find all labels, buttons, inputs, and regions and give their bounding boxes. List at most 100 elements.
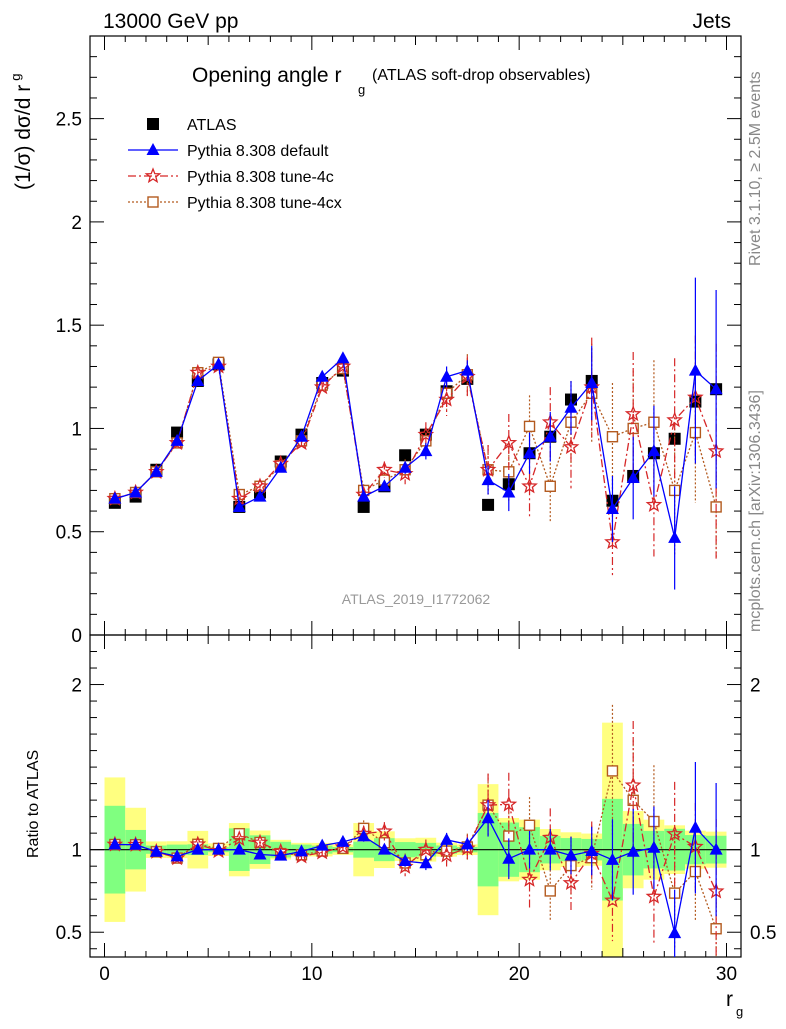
ratio-panel-series xyxy=(106,704,725,957)
ratio-point-pythia-8-308-default xyxy=(585,844,599,857)
ratio-point-pythia-8-308-default xyxy=(688,820,702,833)
ratio-point-pythia-8-308-default xyxy=(191,842,205,855)
ratio-tick-label-left: 0.5 xyxy=(56,923,82,944)
legend-entry-label: ATLAS xyxy=(187,117,237,134)
ratio-tick-label-right: 0.5 xyxy=(750,923,776,944)
ratio-point-pythia-8-308-default xyxy=(605,852,619,865)
data-point-pythia-8-308-default xyxy=(688,363,702,376)
data-point-pythia-8-308-tune-4cx xyxy=(606,431,619,443)
ratio-point-pythia-8-308-default xyxy=(709,842,723,855)
legend-marker xyxy=(144,167,162,184)
x-tick-label: 30 xyxy=(716,964,737,985)
data-point-pythia-8-308-tune-4c xyxy=(666,411,684,428)
data-point-pythia-8-308-default xyxy=(709,382,723,395)
data-point-pythia-8-308-tune-4cx xyxy=(523,420,536,433)
data-point-pythia-8-308-tune-4c xyxy=(334,357,352,374)
ratio-point-pythia-8-308-default xyxy=(440,832,454,845)
data-point-pythia-8-308-tune-4c xyxy=(521,477,538,494)
data-point-pythia-8-308-default xyxy=(481,473,495,486)
ratio-point-pythia-8-308-tune-4c xyxy=(417,840,435,857)
mcplots-label: mcplots.cern.ch [arXiv:1306.3436] xyxy=(747,390,764,632)
data-point-pythia-8-308-default xyxy=(564,400,578,413)
x-axis-label: r xyxy=(726,988,733,1011)
data-point-pythia-8-308-tune-4c xyxy=(562,438,580,455)
ratio-point-pythia-8-308-tune-4c xyxy=(624,776,642,793)
ratio-point-pythia-8-308-default xyxy=(647,840,661,853)
data-point-atlas xyxy=(357,500,370,513)
x-tick-label: 10 xyxy=(301,964,322,985)
data-point-pythia-8-308-default xyxy=(191,373,205,386)
data-point-pythia-8-308-default xyxy=(377,479,391,492)
header-process: 13000 GeV pp xyxy=(103,10,238,33)
x-tick-label: 0 xyxy=(99,964,110,985)
data-point-pythia-8-308-default xyxy=(460,363,474,376)
ratio-point-pythia-8-308-default xyxy=(419,856,433,869)
data-point-pythia-8-308-tune-4c xyxy=(645,496,663,512)
y-axis-label: (1/σ) dσ/d rg xyxy=(8,73,35,190)
data-point-atlas xyxy=(399,449,412,462)
ratio-axis-label: Ratio to ATLAS xyxy=(25,750,42,858)
main-panel-series xyxy=(106,277,725,590)
y-tick-label: 1.5 xyxy=(56,316,82,337)
ratio-point-pythia-8-308-default xyxy=(460,837,474,850)
header-category: Jets xyxy=(692,10,731,33)
data-point-pythia-8-308-default xyxy=(605,502,619,515)
data-point-pythia-8-308-default xyxy=(585,376,599,389)
ratio-tick-label-right: 2 xyxy=(750,676,761,697)
ratio-point-pythia-8-308-default xyxy=(232,842,246,855)
ratio-point-pythia-8-308-default xyxy=(668,926,682,939)
legend-marker xyxy=(147,118,159,130)
ratio-point-pythia-8-308-default xyxy=(149,844,163,857)
legend-entry-label: Pythia 8.308 tune-4cx xyxy=(187,195,342,212)
ratio-point-pythia-8-308-default xyxy=(502,851,516,864)
ratio-axis-ticks: 0 10 20 30 0.5 0.5 1 1 2 2 xyxy=(56,635,776,985)
data-point-pythia-8-308-tune-4c xyxy=(624,405,642,422)
data-point-atlas xyxy=(171,426,184,439)
chart-title: Opening angle r g (ATLAS soft-drop obser… xyxy=(192,64,590,97)
legend-marker xyxy=(146,143,160,155)
analysis-label: ATLAS_2019_I1772062 xyxy=(342,591,491,607)
data-point-pythia-8-308-tune-4cx xyxy=(544,480,556,492)
data-point-pythia-8-308-default xyxy=(149,464,163,477)
data-point-pythia-8-308-default xyxy=(647,444,661,457)
ratio-point-pythia-8-308-default xyxy=(377,842,391,855)
data-point-pythia-8-308-default xyxy=(315,369,329,382)
data-point-pythia-8-308-default xyxy=(398,460,412,473)
chart-title-subscript: g xyxy=(358,82,365,97)
data-point-pythia-8-308-default xyxy=(108,491,122,504)
rivet-version-label: Rivet 3.1.10, ≥ 2.5M events xyxy=(747,71,764,266)
data-point-pythia-8-308-tune-4c xyxy=(604,533,621,550)
data-point-pythia-8-308-default xyxy=(336,351,350,364)
ratio-point-pythia-8-308-tune-4c xyxy=(251,833,269,850)
ratio-point-pythia-8-308-default xyxy=(108,837,122,850)
data-point-pythia-8-308-default xyxy=(626,471,640,484)
ratio-point-pythia-8-308-tune-4c xyxy=(604,891,621,908)
data-point-pythia-8-308-default xyxy=(129,485,143,498)
ratio-point-pythia-8-308-tune-4cx xyxy=(523,819,536,831)
ratio-point-pythia-8-308-tune-4c xyxy=(521,870,538,887)
ratio-point-pythia-8-308-default xyxy=(523,842,537,855)
ratio-plot-frame xyxy=(89,634,742,958)
legend: ATLAS Pythia 8.308 default Pythia 8.308 tu… xyxy=(128,117,342,212)
ratio-point-pythia-8-308-tune-4c xyxy=(500,795,518,812)
ratio-point-pythia-8-308-tune-4cx xyxy=(544,885,556,897)
data-point-pythia-8-308-default xyxy=(543,429,557,442)
ratio-point-pythia-8-308-tune-4c xyxy=(438,846,455,863)
data-point-pythia-8-308-tune-4c xyxy=(376,461,393,477)
data-point-pythia-8-308-default xyxy=(274,460,288,473)
data-point-pythia-8-308-tune-4c xyxy=(168,434,186,451)
ratio-point-pythia-8-308-default xyxy=(398,854,412,867)
legend-entry-label: Pythia 8.308 default xyxy=(187,143,329,160)
data-point-pythia-8-308-tune-4c xyxy=(313,378,331,395)
data-point-pythia-8-308-default xyxy=(357,489,371,502)
ratio-point-pythia-8-308-tune-4c xyxy=(459,839,476,856)
series-line-pythia-8-308-tune-4cx xyxy=(114,361,717,508)
data-point-pythia-8-308-default xyxy=(253,489,267,502)
chart-title-main: Opening angle r xyxy=(192,64,341,87)
series-line-pythia-8-308-default xyxy=(114,356,717,539)
ratio-point-pythia-8-308-tune-4c xyxy=(375,822,393,839)
ratio-point-pythia-8-308-tune-4cx xyxy=(606,765,619,777)
ratio-point-pythia-8-308-default xyxy=(481,811,495,824)
